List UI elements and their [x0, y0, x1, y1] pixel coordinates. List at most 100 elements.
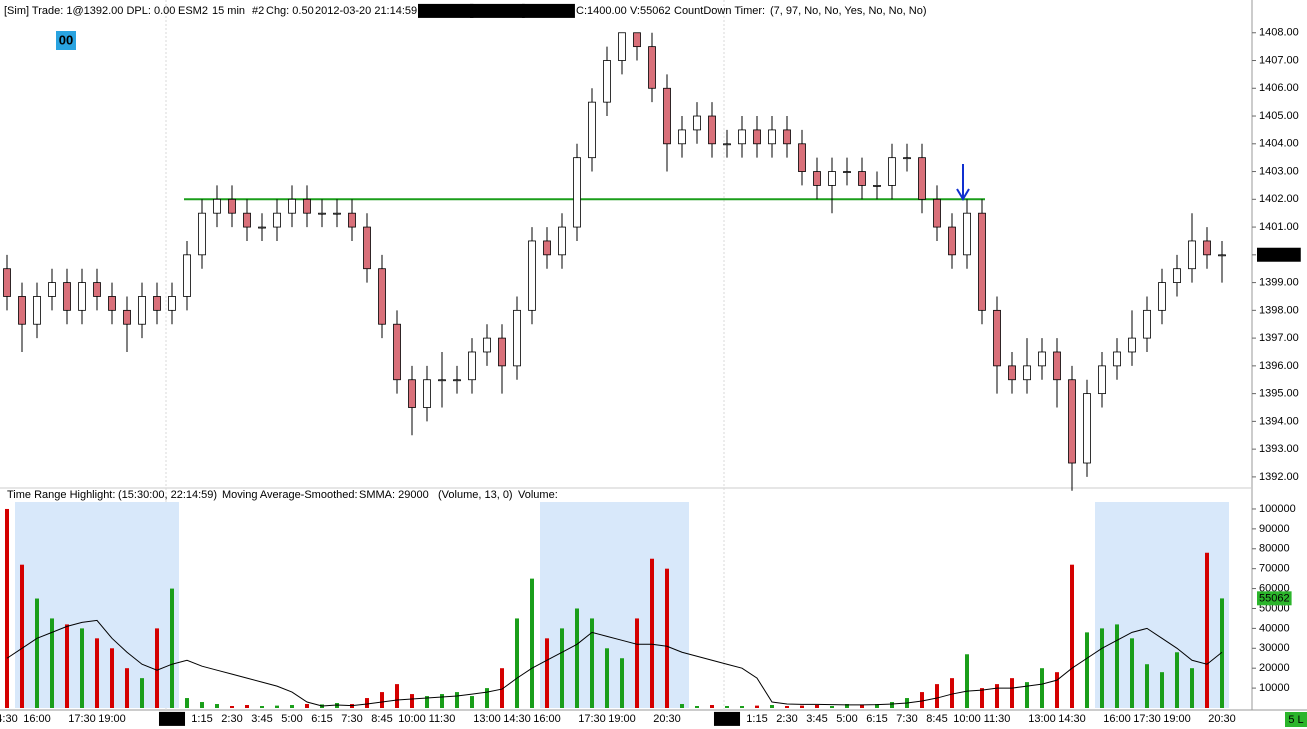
y-tick-label: 1392.00: [1259, 471, 1299, 483]
volume-bar: [530, 578, 534, 708]
x-tick-label: 7:30: [341, 713, 362, 725]
candle-body: [333, 212, 341, 215]
candle-body: [918, 157, 926, 200]
y-tick-label: 50000: [1259, 602, 1290, 614]
candle-body: [1203, 240, 1211, 256]
y-tick-label: 1404.00: [1259, 138, 1299, 150]
volume-bar: [770, 705, 774, 708]
candle-body: [513, 309, 521, 367]
x-tick-label: 8:45: [371, 713, 392, 725]
candle-body: [258, 226, 266, 229]
volume-bar: [1010, 678, 1014, 708]
x-tick-label: 19:00: [608, 713, 636, 725]
volume-bar: [620, 658, 624, 708]
x-tick-label: 20:30: [653, 713, 681, 725]
candle-body: [498, 337, 506, 367]
y-tick-label: 1395.00: [1259, 388, 1299, 400]
candle-body: [648, 46, 656, 89]
candle-body: [108, 296, 116, 311]
volume-bar: [35, 598, 39, 708]
close: C:1400.00: [576, 5, 627, 17]
volume-bar: [425, 696, 429, 708]
candle-body: [633, 32, 641, 48]
volume-bar: [125, 668, 129, 708]
label-bg: [418, 3, 474, 18]
y-tick-label: 1399.00: [1259, 276, 1299, 288]
volume-bar: [1040, 668, 1044, 708]
header: [Sim] Trade: 1@1392.00 DPL: 0.00 ESM2 15…: [4, 3, 927, 501]
volume-bar: [560, 628, 564, 708]
y-tick-label: 1402.00: [1259, 193, 1299, 205]
volume-bar: [1190, 668, 1194, 708]
highlight-params: (15:30:00, 22:14:59): [118, 489, 217, 501]
candle-body: [948, 226, 956, 256]
volume-bar: [260, 706, 264, 708]
candle-body: [798, 143, 806, 172]
x-tick-label: 2:30: [776, 713, 797, 725]
candle-body: [1098, 365, 1106, 395]
candle-body: [828, 171, 836, 186]
volume-bar: [1055, 672, 1059, 708]
y-tick-label: 100000: [1259, 503, 1296, 515]
x-tick-label: 13:00: [1028, 713, 1056, 725]
chart-number: #2: [252, 5, 264, 17]
x-tick-label: 1:15: [746, 713, 767, 725]
candle-body: [573, 157, 581, 228]
candle-body: [603, 60, 611, 103]
candle-body: [843, 171, 851, 173]
volume-bar: [1115, 624, 1119, 708]
candle-body: [408, 379, 416, 408]
volume-bar: [845, 704, 849, 708]
volume-bar: [155, 628, 159, 708]
status-bg: [1285, 712, 1307, 727]
y-tick-label: 1398.00: [1259, 304, 1299, 316]
x-tick-label: 17:30: [68, 713, 96, 725]
volume-bar: [1070, 564, 1074, 708]
x-tick-label: 11:30: [429, 713, 456, 725]
candle-body: [783, 129, 791, 145]
sim-trade: [Sim] Trade: 1@1392.00 DPL: 0.00: [4, 5, 175, 17]
x-tick-label: 8:45: [926, 713, 947, 725]
label-bg: [1257, 247, 1301, 262]
volume-bar: [1025, 682, 1029, 708]
candle-body: [348, 212, 356, 228]
candle-body: [18, 296, 26, 325]
x-tick-label: 3:45: [806, 713, 827, 725]
x-tick-label: 14:30: [1058, 713, 1086, 725]
candle-body: [168, 296, 176, 311]
status: 5 L: [1288, 714, 1303, 726]
label-bg: [158, 711, 186, 726]
label-bg: [522, 3, 575, 18]
volume-bar: [785, 706, 789, 708]
volume-bar: [635, 618, 639, 708]
candle-body: [1218, 254, 1226, 257]
x-tick-label: 14:30: [503, 713, 531, 725]
volume-bar: [200, 702, 204, 708]
volume-bar: [455, 692, 459, 708]
volume-bar: [800, 705, 804, 708]
smma-line: [6, 619, 1223, 707]
volume-bar: [470, 696, 474, 708]
y-tick-label: 40000: [1259, 622, 1290, 634]
x-tick-label: 5:00: [836, 713, 857, 725]
volume-bar: [170, 588, 174, 708]
x-tick-label: 1:15: [191, 713, 212, 725]
volume-bar: [485, 688, 489, 708]
x-tick-label: 7:30: [896, 713, 917, 725]
candle-body: [123, 309, 131, 325]
candle-body: [1038, 351, 1046, 367]
y-tick-label: 1406.00: [1259, 82, 1299, 94]
y-tick-label: 70000: [1259, 563, 1290, 575]
candle-body: [288, 198, 296, 214]
volume-bar: [245, 705, 249, 708]
x-tick-label: 5:00: [281, 713, 302, 725]
candle-body: [93, 282, 101, 297]
volume-bar: [65, 624, 69, 708]
badge-bg: [56, 31, 76, 50]
volume-label: Volume:: [518, 489, 558, 501]
candle-body: [618, 32, 626, 61]
x-tick-label: 20:30: [1208, 713, 1236, 725]
candle-body: [198, 212, 206, 256]
candle-body: [708, 115, 716, 145]
